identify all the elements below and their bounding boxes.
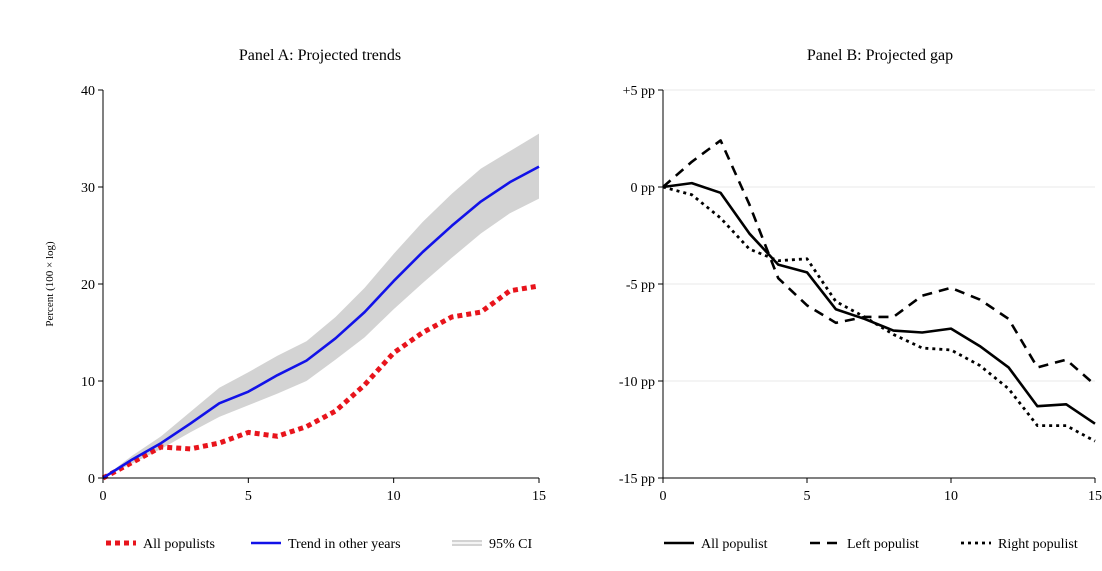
panel-a-y-tick-label: 10	[81, 375, 95, 390]
panel-a-ci-band	[103, 133, 539, 478]
panel-b-x-tick-label: 10	[944, 489, 958, 504]
panel-b-legend-label: Left populist	[847, 537, 919, 552]
panel-b-y-tick-label: 0 pp	[631, 181, 656, 196]
panel-b-y-tick-label: -10 pp	[619, 375, 655, 390]
panel-a: Panel A: Projected trends Percent (100 ×…	[44, 47, 546, 552]
panel-b-series-line-1	[662, 181, 1096, 425]
panel-b-x-tick-label: 0	[660, 489, 667, 504]
panel-b-legend-label: All populist	[701, 537, 768, 552]
panel-a-title: Panel A: Projected trends	[239, 47, 401, 64]
panel-b-x-tick-label: 15	[1088, 489, 1102, 504]
panel-a-axes: 0 10 20 30 40 0 5 10 15	[81, 84, 546, 504]
panel-a-ci-band-layer	[103, 133, 539, 478]
panel-b-series-line-2	[662, 139, 1096, 386]
panel-b-y-tick-label: +5 pp	[623, 84, 655, 99]
panel-b-title: Panel B: Projected gap	[807, 47, 953, 64]
panel-a-x-tick-label: 10	[387, 489, 401, 504]
panel-a-x-tick-label: 15	[532, 489, 546, 504]
panel-a-x-tick-label: 5	[245, 489, 252, 504]
panel-a-y-tick-label: 0	[88, 472, 95, 487]
panel-a-series-line-1	[101, 283, 540, 481]
panel-b: Panel B: Projected gap +5 pp 0 pp -5 pp -10…	[619, 47, 1102, 552]
panel-b-x-tick-label: 5	[804, 489, 811, 504]
panel-b-y-tick-label: -15 pp	[619, 472, 655, 487]
panel-a-legend-label: 95% CI	[489, 537, 533, 552]
panel-a-y-axis-label: Percent (100 × log)	[44, 241, 56, 327]
panel-a-legend-label: Trend in other years	[288, 537, 401, 552]
panel-a-y-tick-label: 40	[81, 84, 95, 99]
panel-b-series-layer	[662, 139, 1096, 443]
panel-b-legend: All populist Left populist Right populist	[664, 537, 1078, 552]
panel-a-x-tick-label: 0	[100, 489, 107, 504]
panel-a-series-layer	[101, 165, 540, 481]
panel-b-axes: +5 pp 0 pp -5 pp -10 pp -15 pp 0 5 10 15	[619, 84, 1102, 504]
panel-a-series-line-2	[102, 165, 540, 480]
panel-a-legend: All populists Trend in other years 95% CI	[106, 537, 533, 552]
panel-b-legend-label: Right populist	[998, 537, 1078, 552]
panel-a-y-tick-label: 30	[81, 181, 95, 196]
panel-a-legend-label: All populists	[143, 537, 215, 552]
panel-a-y-tick-label: 20	[81, 278, 95, 293]
panel-b-y-tick-label: -5 pp	[626, 278, 655, 293]
